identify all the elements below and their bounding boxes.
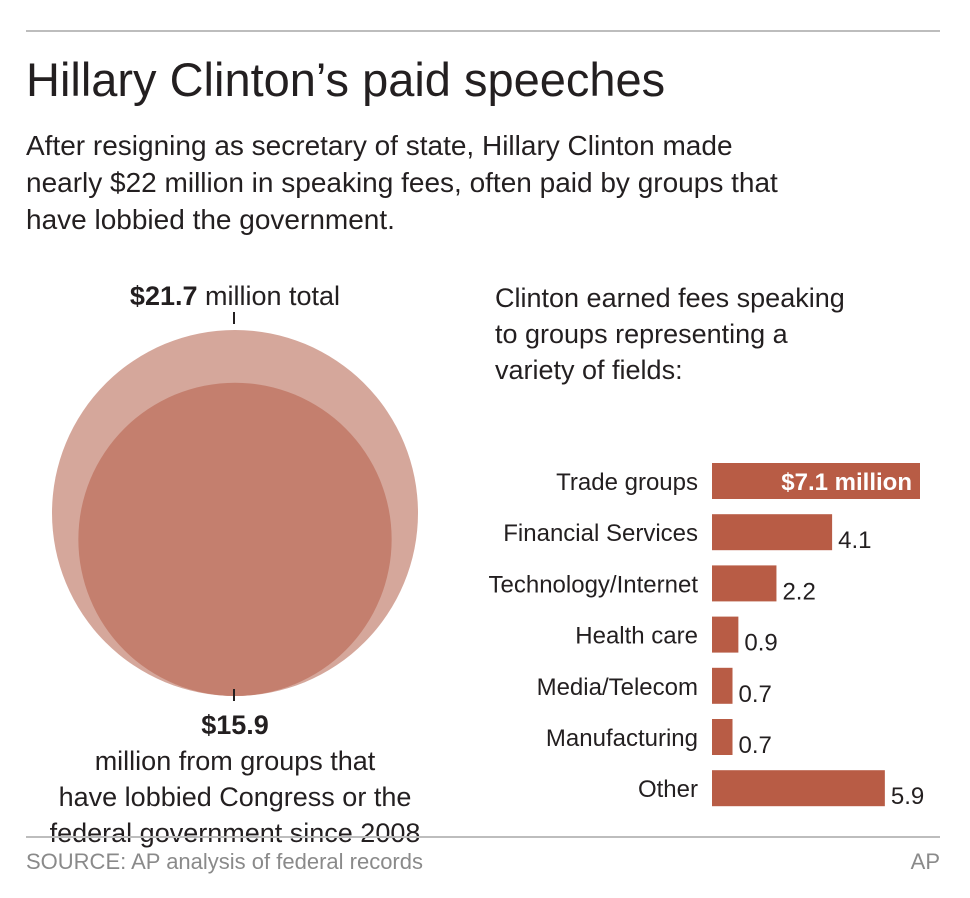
lobby-label-line: $15.9 million from groups that: [0, 707, 470, 779]
lobby-tick: [233, 689, 235, 701]
bar: [712, 616, 739, 653]
lobby-label-line: have lobbied Congress or the: [58, 782, 412, 812]
bar: [712, 667, 733, 704]
subtitle-line: have lobbied the government.: [26, 204, 395, 235]
bar-chart-intro: Clinton earned fees speaking to groups r…: [495, 280, 845, 388]
bar-value-label: 0.9: [744, 630, 777, 657]
bar-value-label: 2.2: [782, 578, 815, 605]
bar-category-label: Technology/Internet: [489, 571, 699, 598]
bar: [712, 719, 733, 755]
lobby-value: $15.9: [201, 710, 269, 740]
bottom-rule: [26, 836, 940, 838]
bar-category-label: Manufacturing: [546, 725, 698, 752]
bar-value-label: 4.1: [838, 527, 871, 554]
lobby-circle: [78, 382, 392, 696]
intro-line: variety of fields:: [495, 355, 683, 385]
bar: [712, 514, 833, 551]
lobby-label-line: federal government since 2008: [49, 818, 421, 848]
bar: [712, 463, 920, 499]
total-value: $21.7: [129, 281, 198, 311]
credit: AP: [910, 849, 940, 874]
bar-category-label: Financial Services: [503, 520, 698, 547]
intro-line: to groups representing a: [495, 319, 788, 349]
bar-value-label: 5.9: [891, 783, 924, 810]
lobby-label: $15.9 million from groups that have lobb…: [0, 707, 470, 851]
page-title: Hillary Clinton’s paid speeches: [26, 53, 666, 106]
lobby-text: million from groups that: [94, 746, 376, 776]
bar-category-label: Health care: [575, 623, 698, 650]
total-tick: [233, 312, 235, 324]
source-note: SOURCE: AP analysis of federal records: [26, 849, 423, 874]
total-label: $21.7 million total: [0, 280, 470, 312]
total-text: million total: [197, 281, 341, 311]
bar-chart: Trade groups $7.1 million Financial Servic…: [489, 463, 924, 810]
bar-category-label: Trade groups: [556, 469, 698, 496]
subtitle-line: After resigning as secretary of state, H…: [26, 130, 733, 161]
bubble-chart: [52, 330, 418, 696]
bar-value-label: $7.1 million: [781, 469, 912, 496]
bar-value-label: 0.7: [739, 732, 772, 759]
bar: [712, 770, 885, 807]
bar-value-label: 0.7: [739, 681, 772, 708]
bar-category-label: Media/Telecom: [537, 674, 698, 701]
subtitle: After resigning as secretary of state, H…: [26, 127, 926, 238]
bar: [712, 565, 777, 602]
top-rule: [26, 30, 940, 32]
intro-line: Clinton earned fees speaking: [495, 283, 845, 313]
subtitle-line: nearly $22 million in speaking fees, oft…: [26, 167, 778, 198]
bar-category-label: Other: [638, 776, 698, 803]
